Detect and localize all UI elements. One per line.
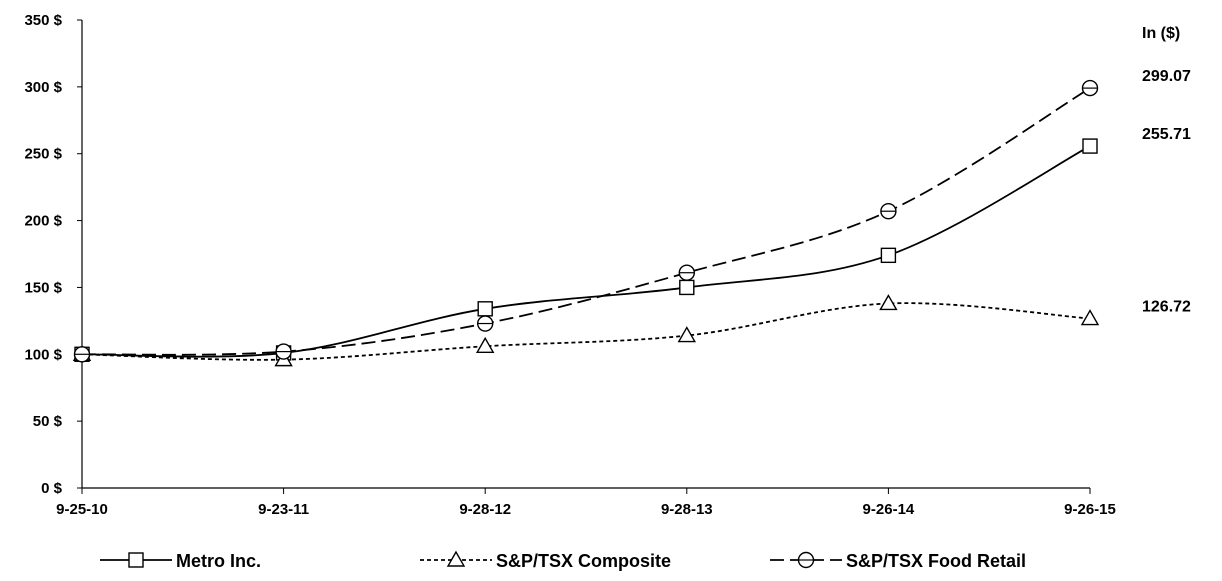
data-point-triangle xyxy=(677,326,697,343)
series-triangle xyxy=(72,294,1100,367)
x-tick-label: 9-23-11 xyxy=(258,501,309,518)
data-point-triangle xyxy=(879,294,898,311)
series-line xyxy=(81,145,1091,358)
legend-item: S&P/TSX Composite xyxy=(420,550,671,571)
end-value-labels: 255.71 126.72 299.07 xyxy=(1142,68,1191,315)
y-tick-label: 200 $ xyxy=(24,213,62,230)
series-layer xyxy=(72,79,1100,367)
legend-marker-circle xyxy=(797,551,815,569)
legend-marker-square xyxy=(128,552,144,568)
legend-label: S&P/TSX Composite xyxy=(496,551,671,571)
x-tick-label: 9-26-14 xyxy=(863,501,915,518)
data-point-circle xyxy=(73,346,91,363)
end-value-label: 299.07 xyxy=(1142,68,1191,85)
x-tick-label: 9-26-15 xyxy=(1064,501,1116,518)
y-tick-label: 50 $ xyxy=(33,413,63,430)
data-point-circle xyxy=(678,264,695,281)
data-point-circle xyxy=(477,315,494,332)
series-circle xyxy=(73,79,1099,363)
end-value-label: 255.71 xyxy=(1142,126,1191,143)
data-point-triangle xyxy=(1080,309,1100,326)
series-square xyxy=(74,138,1098,362)
data-point-square xyxy=(679,279,695,296)
x-tick-label: 9-28-13 xyxy=(661,501,713,518)
y-tick-label: 150 $ xyxy=(24,279,62,296)
y-tick-label: 0 $ xyxy=(41,480,63,497)
end-value-label: 126.72 xyxy=(1142,299,1191,316)
x-tick-label: 9-25-10 xyxy=(56,501,108,518)
data-point-circle xyxy=(880,203,897,220)
legend-item: S&P/TSX Food Retail xyxy=(770,551,1026,571)
legend-marker-triangle xyxy=(446,550,466,567)
legend-item: Metro Inc. xyxy=(100,551,261,571)
data-point-square xyxy=(1082,138,1098,154)
data-point-triangle xyxy=(475,336,495,353)
data-point-circle xyxy=(275,343,292,360)
legend-label: S&P/TSX Food Retail xyxy=(846,551,1026,571)
series-line xyxy=(81,302,1091,361)
y-tick-label: 250 $ xyxy=(24,146,62,163)
y-tick-label: 300 $ xyxy=(24,79,62,96)
y-tick-label: 350 $ xyxy=(24,12,62,29)
data-point-square xyxy=(477,301,493,317)
x-axis-ticks: 9-25-10 9-23-11 9-28-12 9-28-13 9-26-14 9-26-… xyxy=(56,488,1116,518)
series-line xyxy=(81,87,1091,356)
x-tick-label: 9-28-12 xyxy=(459,501,511,518)
y-tick-label: 100 $ xyxy=(24,346,62,363)
y-axis-ticks: 0 $ 50 $ 100 $ 150 $ 200 $ 250 $ 300 $ 350 $ xyxy=(24,12,82,497)
data-point-circle xyxy=(1081,79,1099,97)
legend-label: Metro Inc. xyxy=(176,551,261,571)
unit-label: In ($) xyxy=(1142,25,1180,42)
legend: Metro Inc. S&P/TSX Composite S&P/TSX Food … xyxy=(100,550,1026,571)
axes xyxy=(81,20,1090,489)
data-point-square xyxy=(880,247,897,264)
